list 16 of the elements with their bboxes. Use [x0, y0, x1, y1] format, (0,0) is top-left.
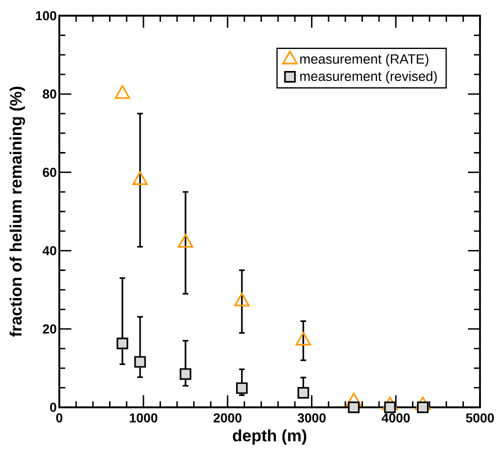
y-tick-label: 80: [42, 89, 56, 99]
x-tick-label: 4000: [382, 413, 410, 422]
x-tick-label: 2000: [214, 413, 242, 422]
x-tick-label: 5000: [466, 413, 494, 422]
y-tick-label: 60: [42, 168, 56, 177]
y-tick-label: 100: [36, 11, 56, 20]
x-tick-label: 3000: [298, 413, 326, 423]
x-tick-label: 0: [56, 413, 62, 422]
legend-label: measurement (RATE): [300, 54, 428, 66]
x-axis-title: depth (m): [232, 429, 306, 445]
y-tick-label: 40: [42, 246, 56, 256]
x-tick-label: 1000: [130, 413, 158, 422]
legend-label: measurement (revised): [300, 71, 437, 84]
y-axis-title: fraction of helium remaining (%): [10, 86, 26, 337]
y-tick-label: 0: [50, 402, 56, 412]
y-tick-label: 20: [42, 324, 56, 334]
